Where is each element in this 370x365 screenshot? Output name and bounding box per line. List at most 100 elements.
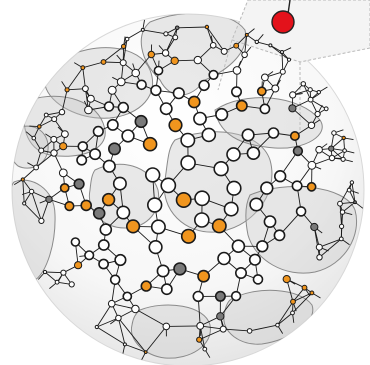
network-node-open — [122, 342, 127, 347]
network-edge — [124, 343, 146, 353]
network-node-open — [150, 219, 166, 235]
network-node-open — [241, 51, 248, 59]
network-node-open — [194, 212, 210, 228]
cluster-blob-7 — [88, 163, 160, 229]
network-node-open — [180, 132, 196, 148]
network-node-open — [70, 237, 81, 247]
network-edge — [126, 29, 144, 40]
network-node-open — [117, 101, 130, 114]
network-node-open — [192, 290, 204, 303]
network-node-gray — [214, 290, 226, 302]
network-node-open — [337, 200, 343, 207]
network-node-open — [338, 236, 344, 242]
network-edge — [310, 99, 327, 110]
network-edge — [142, 29, 166, 35]
network-node-gray — [174, 25, 180, 31]
network-node-open — [112, 176, 127, 191]
network-node-orange — [143, 350, 148, 355]
network-node-orange — [64, 201, 75, 212]
network-node-open — [161, 49, 170, 57]
network-node-orange — [204, 24, 210, 30]
network-edge — [31, 191, 42, 222]
network-node-open — [109, 274, 121, 286]
network-node-open — [201, 127, 217, 143]
network-node-orange — [101, 192, 116, 207]
network-node-orange — [170, 56, 179, 65]
network-node-open — [84, 105, 93, 115]
network-edge — [199, 325, 206, 350]
network-node-open — [217, 251, 231, 266]
network-node-open — [193, 111, 207, 126]
network-node-open — [54, 279, 60, 285]
network-node-open — [339, 223, 345, 229]
network-node-orange — [180, 228, 197, 244]
network-edge — [302, 83, 312, 100]
network-node-open — [28, 188, 35, 195]
network-edge — [339, 182, 353, 204]
network-node-open — [193, 55, 203, 65]
network-node-open — [290, 310, 295, 316]
callout-panel-shape — [231, 0, 370, 63]
network-node-open — [202, 346, 208, 352]
network-node-open — [86, 94, 95, 103]
network-node-open — [219, 325, 227, 333]
network-edge — [292, 287, 305, 302]
network-node-open — [349, 180, 355, 185]
network-node-gray — [108, 142, 122, 156]
callout-leader-left — [217, 39, 233, 91]
network-node-open — [256, 240, 269, 253]
network-node-open — [307, 87, 313, 93]
network-node-open — [300, 81, 306, 87]
network-node-open — [148, 240, 163, 255]
network-edge — [270, 45, 283, 53]
network-node-open — [198, 79, 210, 92]
network-edge — [145, 326, 167, 353]
network-node-open — [331, 130, 337, 136]
network-node-open — [114, 253, 127, 267]
network-node-orange — [80, 199, 92, 212]
network-node-open — [209, 42, 217, 49]
network-node-orange — [196, 336, 203, 343]
network-node-orange — [244, 32, 249, 37]
network-node-open — [263, 215, 277, 228]
network-node-open — [42, 269, 48, 275]
network-node-open — [295, 206, 307, 217]
network-node-open — [58, 108, 66, 116]
network-edge — [199, 328, 224, 341]
network-node-gray — [353, 200, 357, 205]
network-node-open — [315, 145, 323, 154]
network-node-open — [124, 36, 130, 42]
network-node-gray — [292, 145, 304, 157]
network-node-open — [172, 34, 179, 41]
network-node-open — [252, 274, 264, 285]
network-edge — [270, 45, 290, 61]
network-node-orange — [187, 95, 201, 109]
network-node-open — [136, 79, 147, 91]
network-node-open — [268, 43, 273, 48]
network-node-open — [38, 217, 45, 224]
network-edge — [277, 312, 293, 326]
network-node-open — [60, 269, 67, 276]
network-edge — [339, 203, 343, 227]
network-node-open — [279, 68, 286, 75]
network-node-open — [156, 264, 170, 278]
network-node-open — [61, 130, 69, 139]
network-node-open — [76, 154, 88, 166]
network-node-orange — [59, 142, 68, 151]
network-node-open — [107, 299, 116, 308]
network-node-gray — [310, 222, 319, 232]
network-node-open — [160, 177, 177, 194]
network-node-open — [307, 121, 316, 130]
network-node-orange — [168, 117, 183, 133]
network-node-gray — [92, 207, 106, 220]
cluster-blob-8 — [245, 186, 357, 274]
node-layer — [20, 24, 357, 355]
network-node-orange — [233, 42, 240, 49]
network-node-open — [119, 59, 127, 67]
network-node-orange — [309, 290, 315, 296]
network-node-open — [342, 148, 347, 153]
network-node-orange — [142, 136, 158, 152]
network-node-open — [150, 84, 162, 97]
network-node-open — [226, 180, 242, 196]
